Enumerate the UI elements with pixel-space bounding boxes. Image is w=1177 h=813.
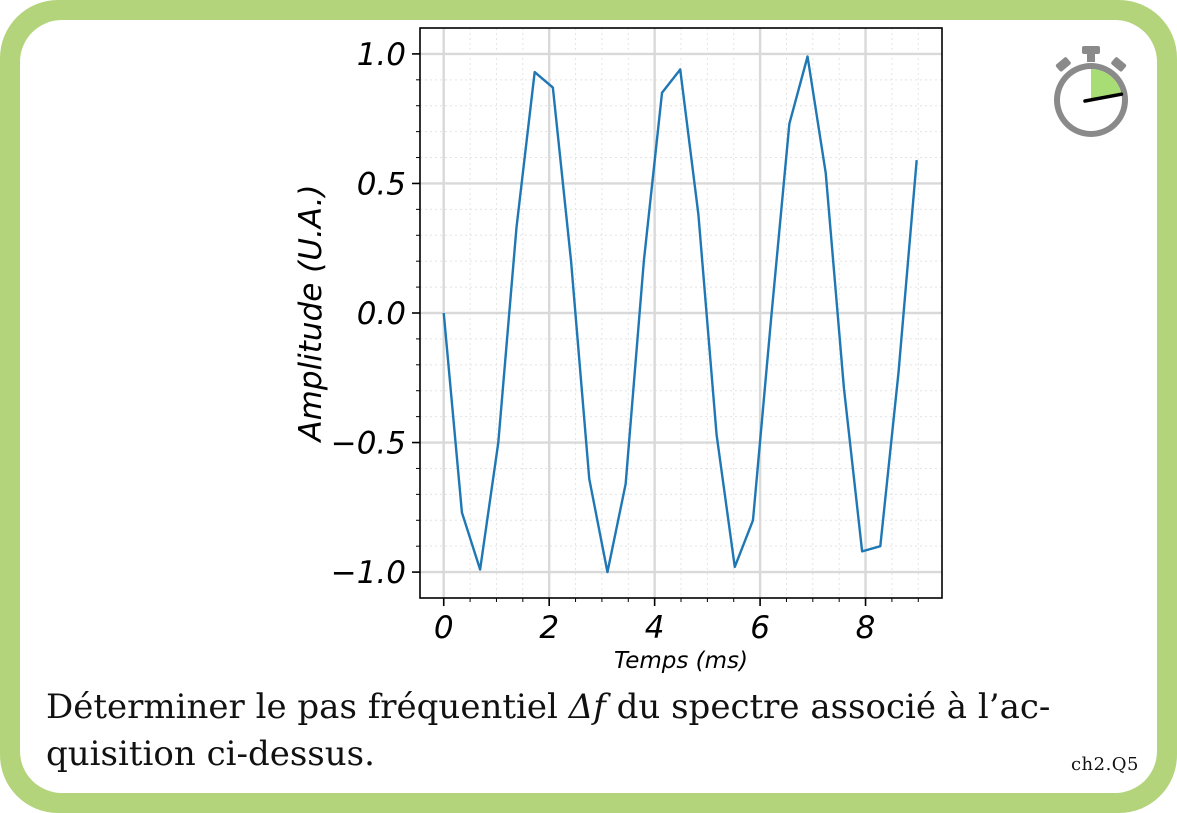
stopwatch-hand bbox=[1083, 92, 1124, 103]
question-line1-end: du spectre associé à l’ac- bbox=[605, 687, 1051, 727]
x-tick-label: 6 bbox=[750, 610, 770, 646]
major-grid bbox=[420, 28, 942, 598]
question-text: Déterminer le pas fréquentiel Δf du spec… bbox=[46, 684, 1136, 778]
series-line-0 bbox=[442, 55, 918, 574]
x-tick-label: 2 bbox=[539, 610, 559, 646]
y-tick-label: −0.5 bbox=[331, 426, 406, 462]
y-tick-label: 0.0 bbox=[357, 296, 406, 332]
stopwatch-elapsed-sector bbox=[1091, 69, 1122, 100]
question-line1-start: Déterminer le pas fréquentiel bbox=[46, 687, 569, 727]
tick-layer: 0 2 4 6 8 −1.0 −0.5 0.0 0.5 1.0 bbox=[331, 37, 919, 646]
stopwatch-crown bbox=[1082, 46, 1100, 54]
amplitude-chart: 0 2 4 6 8 −1.0 −0.5 0.0 0.5 1.0 Temps (ms) Amplit… bbox=[293, 27, 943, 674]
y-tick-label: −1.0 bbox=[331, 555, 406, 591]
question-line2: quisition ci-dessus. bbox=[46, 734, 375, 774]
stopwatch-icon bbox=[1054, 46, 1128, 137]
x-axis-label: Temps (ms) bbox=[614, 648, 748, 674]
y-tick-label: 1.0 bbox=[357, 37, 406, 73]
stopwatch-left-button bbox=[1055, 57, 1071, 72]
y-tick-label: 0.5 bbox=[357, 166, 406, 202]
stopwatch-stem bbox=[1087, 52, 1095, 62]
question-reference: ch2.Q5 bbox=[1070, 754, 1139, 775]
card bbox=[20, 20, 1157, 793]
y-axis-label: Amplitude (U.A.) bbox=[293, 184, 329, 443]
delta-f-symbol: Δf bbox=[568, 687, 606, 727]
series-layer bbox=[442, 55, 918, 574]
x-tick-label: 4 bbox=[645, 610, 665, 646]
stopwatch-right-button bbox=[1111, 57, 1127, 72]
x-tick-label: 8 bbox=[856, 610, 876, 646]
x-tick-label: 0 bbox=[434, 610, 454, 646]
